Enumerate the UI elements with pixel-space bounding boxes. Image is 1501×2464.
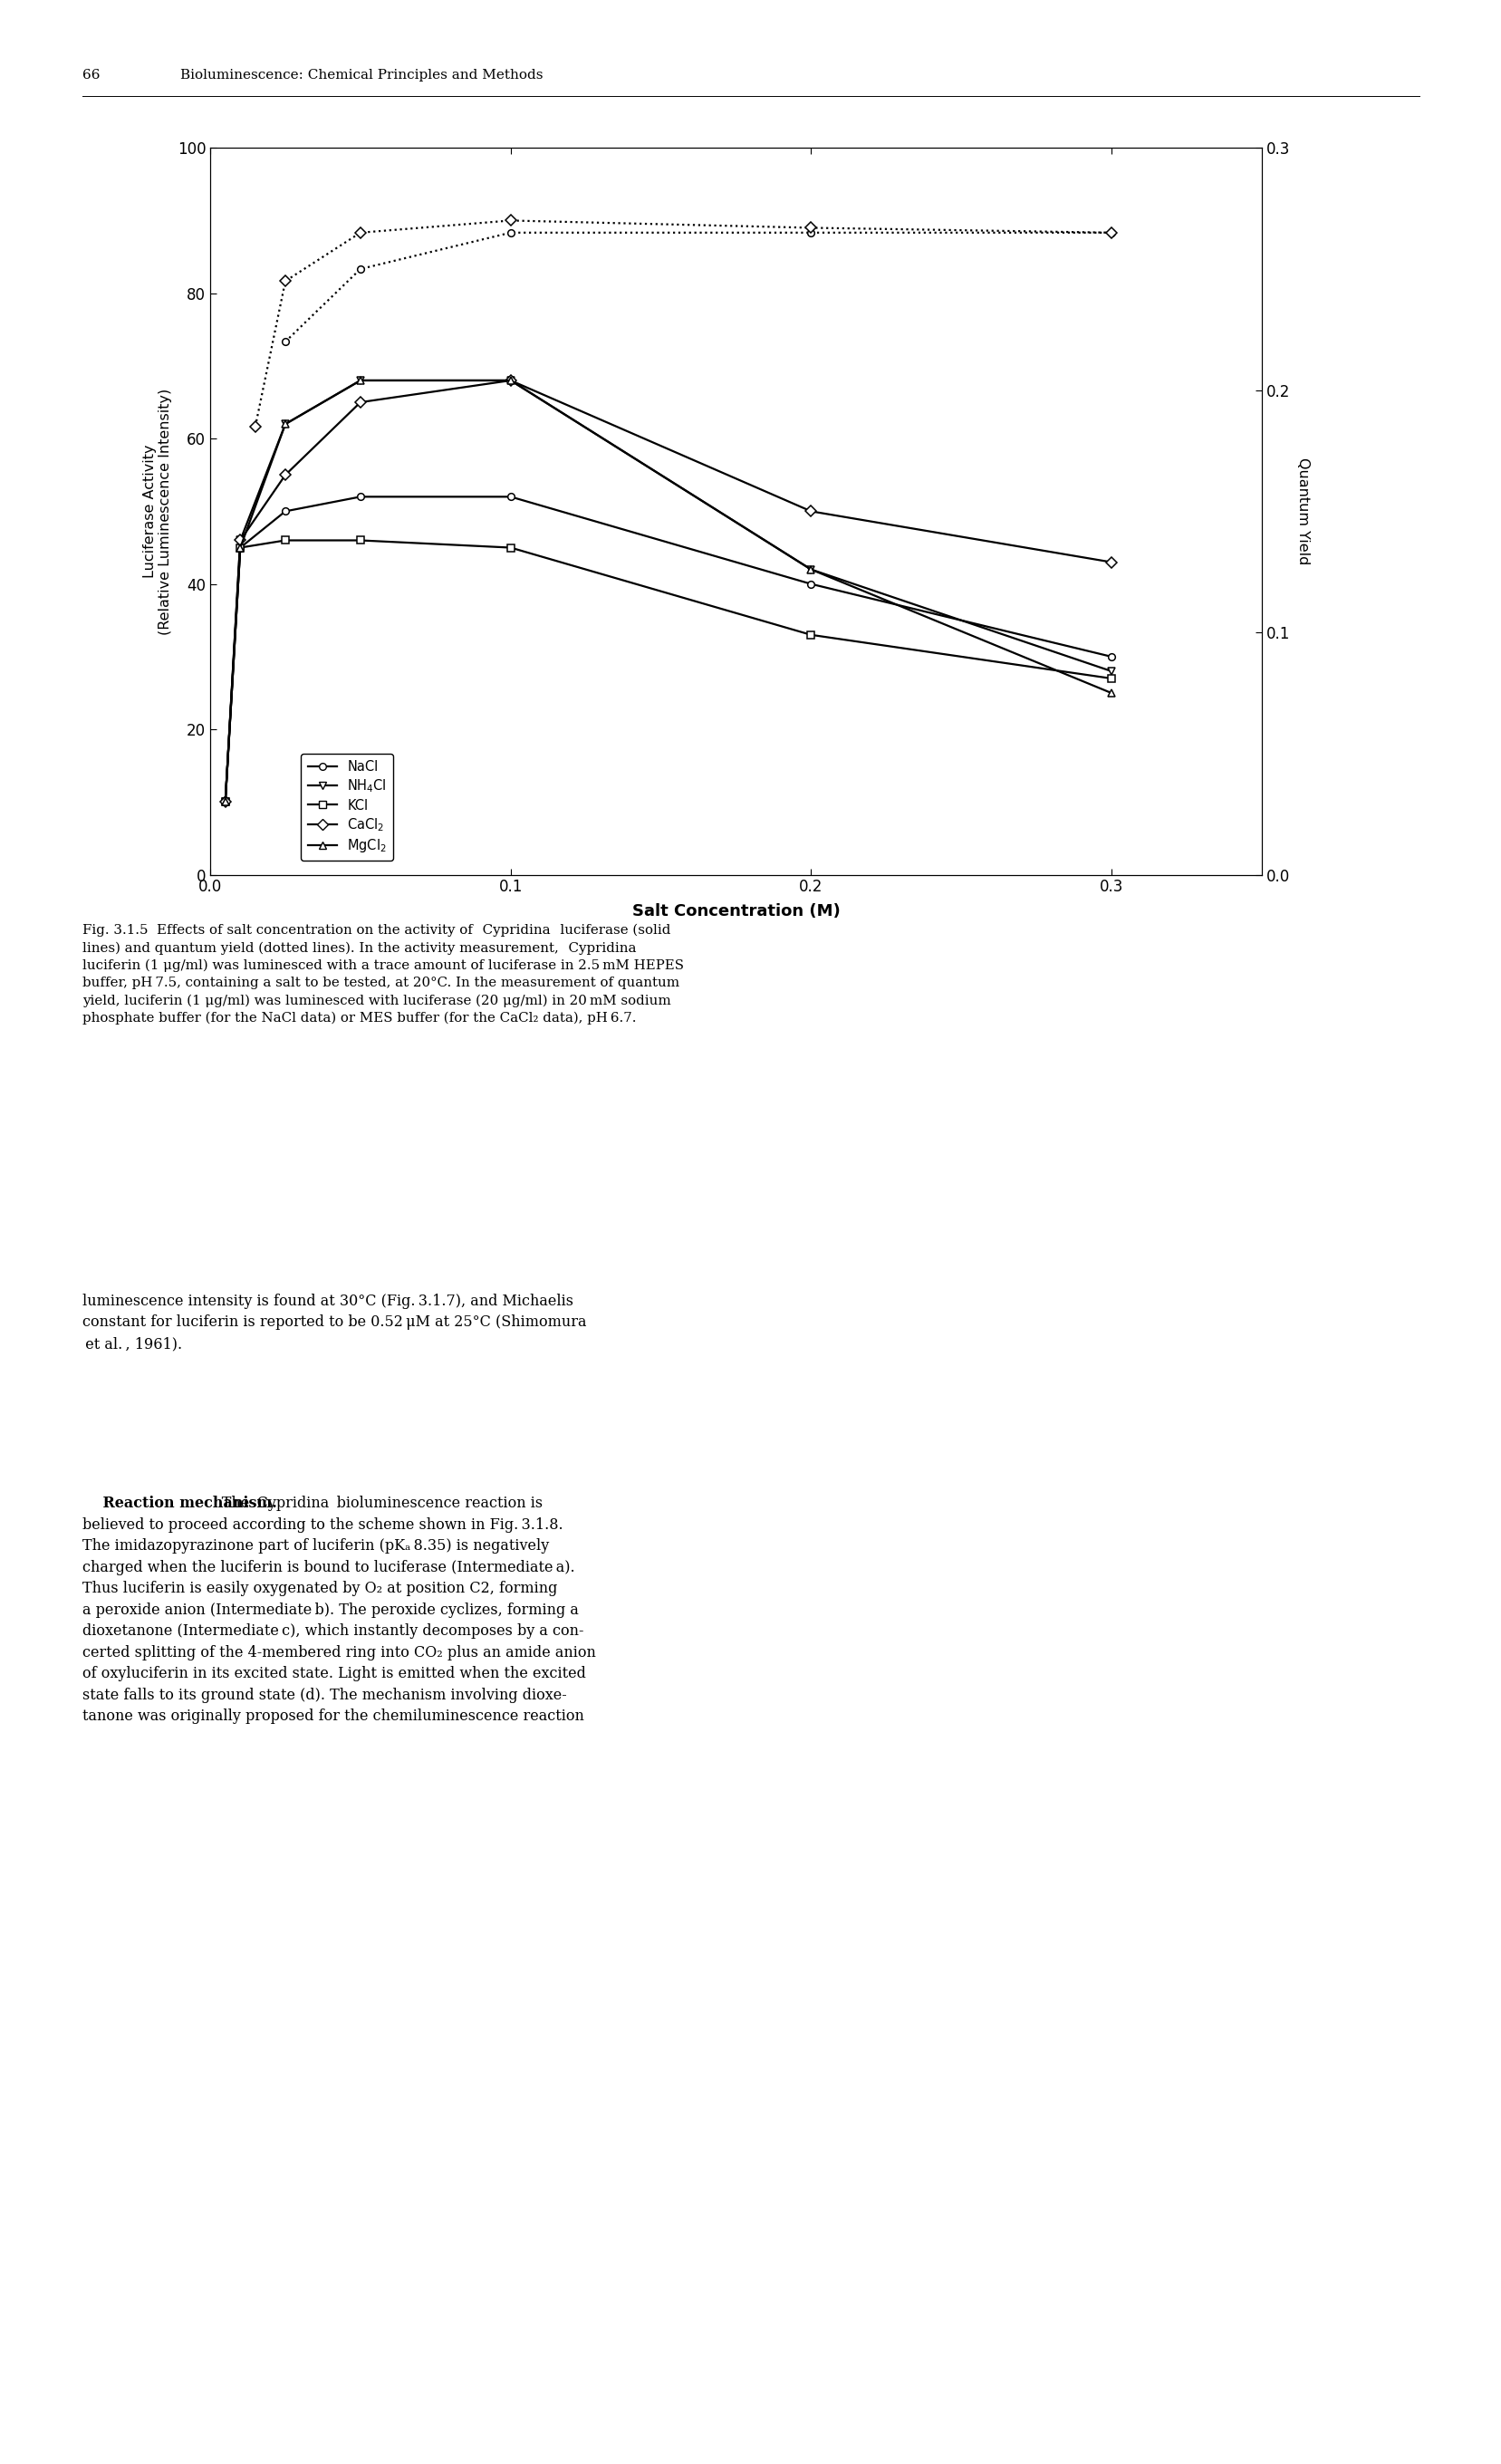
Text: Bioluminescence: Chemical Principles and Methods: Bioluminescence: Chemical Principles and… <box>180 69 543 81</box>
Text: luminescence intensity is found at 30°C (Fig. 3.1.7), and Michaelis
constant for: luminescence intensity is found at 30°C … <box>83 1294 587 1353</box>
CaCl$_2$ <box>276 461 294 490</box>
CaCl$_2$ <box>351 387 369 416</box>
MgCl$_2$ <box>351 365 369 394</box>
CaCl$_2$ <box>1102 547 1120 577</box>
KCl <box>351 525 369 554</box>
KCl <box>216 788 234 818</box>
NaCl <box>216 788 234 818</box>
NH$_4$Cl <box>1102 655 1120 685</box>
NaCl <box>351 483 369 513</box>
MgCl$_2$ <box>276 409 294 439</box>
Text: Fig. 3.1.5  Effects of salt concentration on the activity of   Cypridina   lucif: Fig. 3.1.5 Effects of salt concentration… <box>83 924 683 1025</box>
NaCl <box>1102 643 1120 673</box>
Line: CaCl$_2$: CaCl$_2$ <box>221 377 1115 806</box>
MgCl$_2$ <box>231 532 249 562</box>
NH$_4$Cl <box>276 409 294 439</box>
MgCl$_2$ <box>216 788 234 818</box>
Line: KCl: KCl <box>222 537 1114 806</box>
MgCl$_2$ <box>1102 678 1120 707</box>
NaCl <box>501 483 519 513</box>
KCl <box>501 532 519 562</box>
CaCl$_2$ <box>216 788 234 818</box>
KCl <box>1102 663 1120 692</box>
Line: NH$_4$Cl: NH$_4$Cl <box>222 377 1114 806</box>
Text: The  Cypridina  bioluminescence reaction is
believed to proceed according to the: The Cypridina bioluminescence reaction i… <box>83 1496 596 1725</box>
Line: NaCl: NaCl <box>222 493 1114 806</box>
Text: Reaction mechanism.: Reaction mechanism. <box>83 1496 278 1510</box>
NaCl <box>802 569 820 599</box>
KCl <box>231 532 249 562</box>
NH$_4$Cl <box>501 365 519 394</box>
CaCl$_2$ <box>802 498 820 527</box>
Y-axis label: Luciferase Activity
(Relative Luminescence Intensity): Luciferase Activity (Relative Luminescen… <box>143 387 173 636</box>
CaCl$_2$ <box>231 525 249 554</box>
MgCl$_2$ <box>802 554 820 584</box>
Line: MgCl$_2$: MgCl$_2$ <box>222 377 1114 806</box>
NaCl <box>276 498 294 527</box>
Y-axis label: Quantum Yield: Quantum Yield <box>1295 458 1309 564</box>
X-axis label: Salt Concentration (M): Salt Concentration (M) <box>632 902 839 919</box>
Legend: NaCl, NH$_4$Cl, KCl, CaCl$_2$, MgCl$_2$: NaCl, NH$_4$Cl, KCl, CaCl$_2$, MgCl$_2$ <box>300 754 393 860</box>
KCl <box>802 621 820 650</box>
NH$_4$Cl <box>231 525 249 554</box>
NH$_4$Cl <box>351 365 369 394</box>
NaCl <box>231 532 249 562</box>
NH$_4$Cl <box>802 554 820 584</box>
Text: 66: 66 <box>83 69 101 81</box>
CaCl$_2$ <box>501 365 519 394</box>
NH$_4$Cl <box>216 788 234 818</box>
MgCl$_2$ <box>501 365 519 394</box>
KCl <box>276 525 294 554</box>
